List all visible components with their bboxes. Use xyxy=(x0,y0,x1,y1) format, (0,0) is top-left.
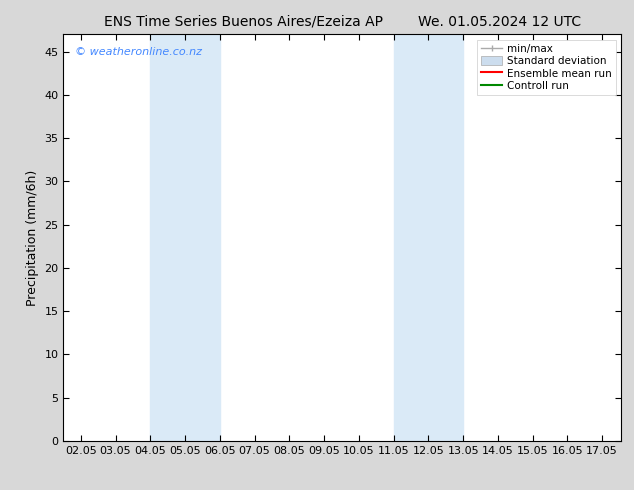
Bar xyxy=(394,34,463,441)
Title: ENS Time Series Buenos Aires/Ezeiza AP        We. 01.05.2024 12 UTC: ENS Time Series Buenos Aires/Ezeiza AP W… xyxy=(104,15,581,29)
Text: © weatheronline.co.nz: © weatheronline.co.nz xyxy=(75,47,202,56)
Y-axis label: Precipitation (mm/6h): Precipitation (mm/6h) xyxy=(26,170,39,306)
Bar xyxy=(150,34,220,441)
Legend: min/max, Standard deviation, Ensemble mean run, Controll run: min/max, Standard deviation, Ensemble me… xyxy=(477,40,616,95)
